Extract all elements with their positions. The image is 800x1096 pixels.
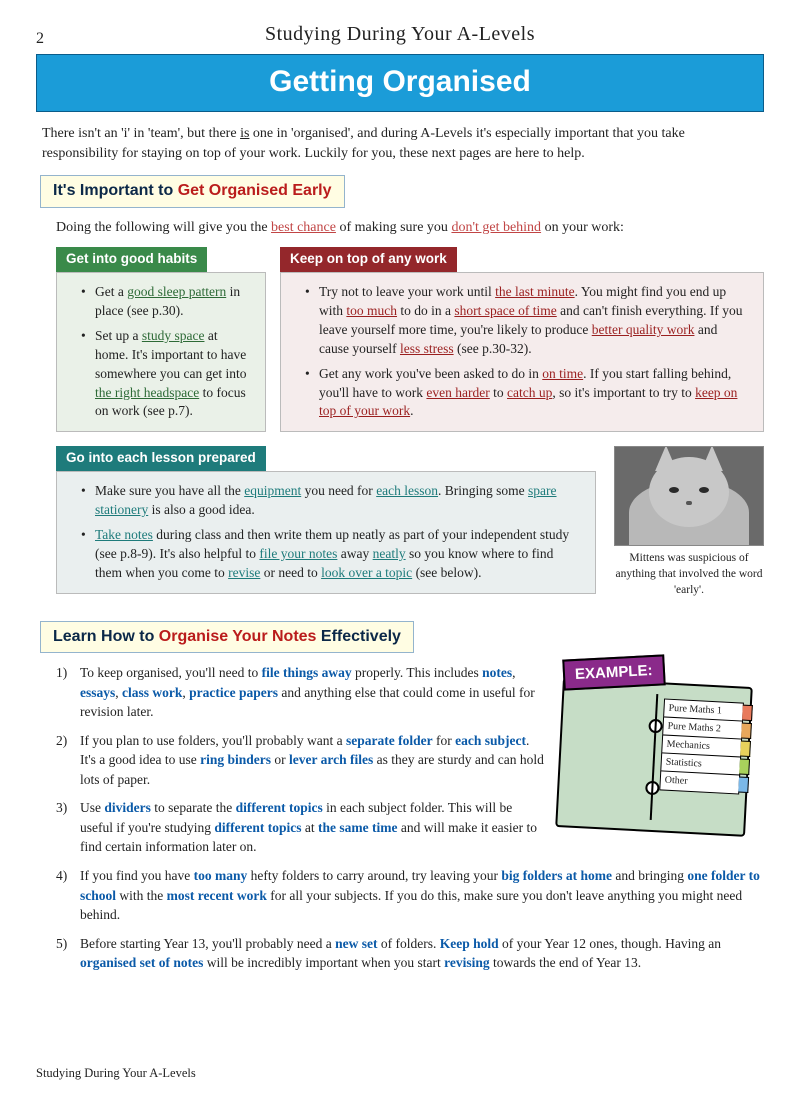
habits-box: Get a good sleep pattern in place (see p… xyxy=(56,272,266,432)
cat-icon xyxy=(614,446,764,546)
example-figure: EXAMPLE: Pure Maths 1Pure Maths 2Mechani… xyxy=(559,657,764,832)
section-1-heading: It's Important to Get Organised Early xyxy=(40,175,345,207)
list-item: Before starting Year 13, you'll probably… xyxy=(56,934,764,973)
section-1-intro: Doing the following will give you the be… xyxy=(56,218,764,238)
section-2-heading: Learn How to Organise Your Notes Effecti… xyxy=(40,621,414,653)
binder-tab: Other xyxy=(659,770,740,794)
footer: Studying During Your A-Levels xyxy=(36,1065,196,1083)
prepared-label: Go into each lesson prepared xyxy=(56,446,266,471)
habits-label: Get into good habits xyxy=(56,247,207,272)
example-badge: EXAMPLE: xyxy=(562,654,665,690)
list-item: If you plan to use folders, you'll proba… xyxy=(56,731,545,790)
notes-list-bottom: If you find you have too many hefty fold… xyxy=(56,866,764,973)
ontop-label: Keep on top of any work xyxy=(280,247,457,272)
prepared-box: Make sure you have all the equipment you… xyxy=(56,471,596,593)
list-item: If you find you have too many hefty fold… xyxy=(56,866,764,925)
ontop-box: Try not to leave your work until the las… xyxy=(280,272,764,432)
page-title: Getting Organised xyxy=(36,54,764,112)
binder-icon: Pure Maths 1Pure Maths 2MechanicsStatist… xyxy=(555,677,753,837)
tip-columns: Get into good habits Get a good sleep pa… xyxy=(56,247,764,432)
cat-caption: Mittens was suspicious of anything that … xyxy=(614,550,764,598)
list-item: Use dividers to separate the different t… xyxy=(56,798,545,857)
cat-figure: Mittens was suspicious of anything that … xyxy=(614,446,764,598)
page-number: 2 xyxy=(36,28,44,50)
intro-text: There isn't an 'i' in 'team', but there … xyxy=(36,124,764,175)
notes-list-top: To keep organised, you'll need to file t… xyxy=(56,663,545,857)
list-item: To keep organised, you'll need to file t… xyxy=(56,663,545,722)
running-head: Studying During Your A-Levels xyxy=(36,20,764,48)
